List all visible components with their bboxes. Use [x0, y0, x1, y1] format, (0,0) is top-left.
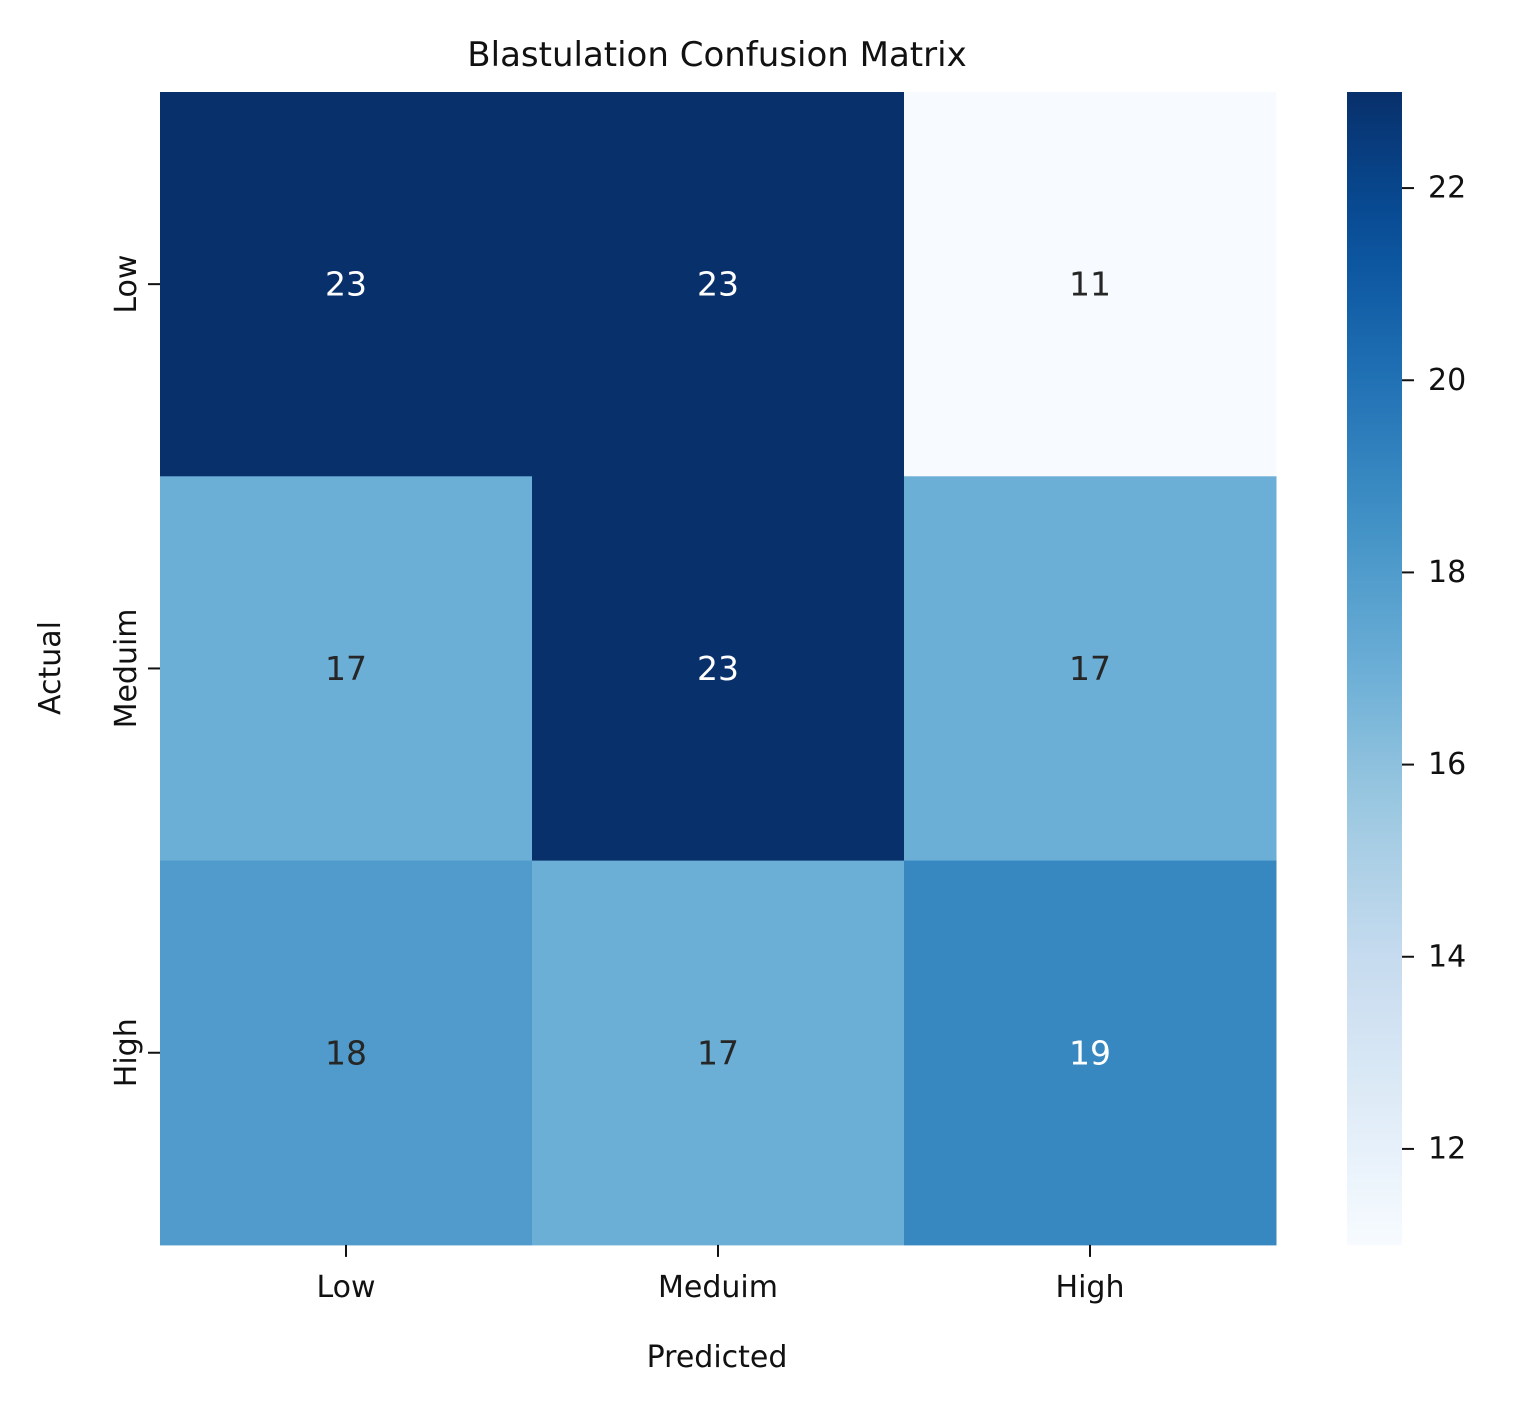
heatmap-cell-1-1	[532, 476, 905, 862]
x-axis-label: Predicted	[647, 1340, 788, 1375]
colorbar-tick-label-2: 16	[1428, 747, 1466, 782]
heatmap-cell-0-2	[904, 92, 1277, 477]
colorbar-tick-label-5: 22	[1428, 171, 1466, 206]
heatmap-cell-2-0	[160, 860, 533, 1246]
colorbar-tick-label-4: 20	[1428, 363, 1466, 398]
x-tick-label-0: Low	[316, 1270, 375, 1305]
colorbar-tick-label-0: 12	[1428, 1131, 1466, 1166]
colorbar: 12 14 16 18 20 22	[1347, 92, 1466, 1245]
heatmap-cell-2-2	[904, 860, 1277, 1246]
chart-title: Blastulation Confusion Matrix	[467, 35, 966, 75]
y-tick-label-0: Low	[109, 255, 144, 314]
heatmap-cell-1-0	[160, 476, 533, 862]
colorbar-tick-label-1: 14	[1428, 939, 1466, 974]
cell-value-0-1: 23	[697, 265, 739, 304]
x-axis: Low Meduim High	[316, 1244, 1125, 1305]
cell-annotations: 23 23 11 17 23 17 18 17 19	[325, 265, 1111, 1073]
x-tick-label-1: Meduim	[658, 1270, 778, 1305]
colorbar-gradient	[1347, 92, 1402, 1245]
cell-value-2-1: 17	[697, 1033, 739, 1072]
cell-value-0-2: 11	[1069, 265, 1111, 304]
y-tick-label-2: High	[109, 1018, 144, 1087]
heatmap-cell-0-0	[160, 92, 533, 477]
cell-value-1-0: 17	[325, 649, 367, 688]
x-tick-label-2: High	[1056, 1270, 1125, 1305]
y-tick-label-1: Meduim	[109, 608, 144, 728]
heatmap-cell-2-1	[532, 860, 905, 1246]
heatmap-cell-0-1	[532, 92, 905, 477]
y-axis: Low Meduim High	[109, 255, 160, 1087]
cell-value-0-0: 23	[325, 265, 367, 304]
cell-value-1-2: 17	[1069, 649, 1111, 688]
heatmap-cell-1-2	[904, 476, 1277, 862]
cell-value-1-1: 23	[697, 649, 739, 688]
cell-value-2-2: 19	[1069, 1033, 1111, 1072]
cell-value-2-0: 18	[325, 1033, 367, 1072]
heatmap-cells	[160, 92, 1277, 1246]
y-axis-label: Actual	[33, 621, 68, 715]
colorbar-tick-label-3: 18	[1428, 555, 1466, 590]
